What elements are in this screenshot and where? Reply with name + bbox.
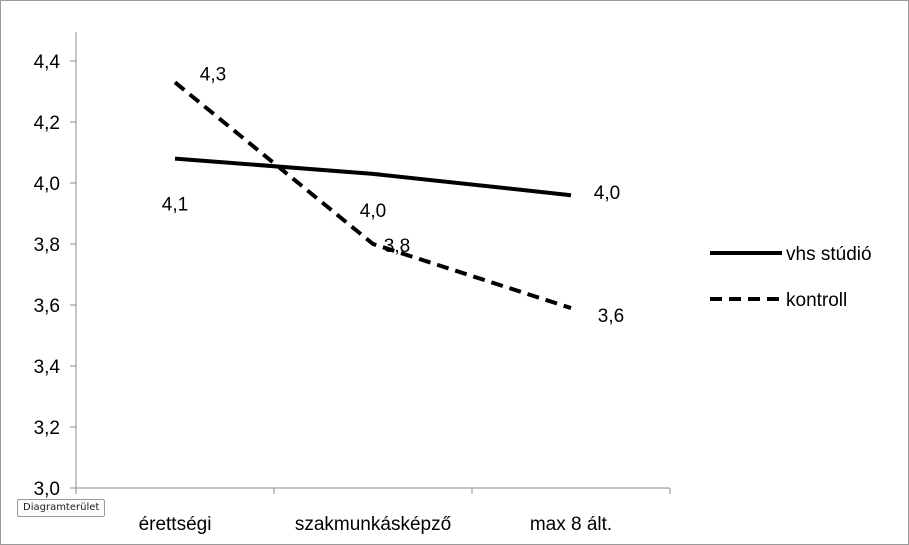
y-tick-label: 4,4	[34, 52, 61, 73]
x-tick-label: szakmunkásképző	[295, 514, 451, 535]
y-tick-label: 3,6	[34, 296, 60, 317]
legend: vhs stúdió kontroll	[710, 244, 872, 311]
x-tick-label: max 8 ált.	[530, 514, 612, 535]
y-tick-label: 3,8	[34, 235, 60, 256]
series-line-vhs-studio[interactable]	[174, 156, 572, 198]
x-tick-label: érettségi	[139, 514, 212, 535]
y-tick-label: 4,2	[34, 113, 60, 134]
data-label: 4,0	[360, 201, 386, 222]
y-tick-label: 3,0	[34, 479, 60, 500]
series-line-kontroll[interactable]	[173, 80, 572, 310]
data-label: 4,0	[594, 183, 620, 204]
data-label: 4,3	[200, 64, 226, 85]
chart-area-tooltip: Diagramterület	[17, 499, 106, 517]
y-tick-label: 4,0	[34, 174, 60, 195]
data-label: 3,6	[598, 306, 624, 327]
legend-label: kontroll	[786, 290, 847, 311]
data-label: 4,1	[162, 195, 188, 216]
y-tick-label: 3,2	[34, 418, 60, 439]
y-tick-label: 3,4	[34, 357, 61, 378]
legend-label: vhs stúdió	[786, 244, 872, 265]
data-label: 3,8	[384, 236, 410, 257]
